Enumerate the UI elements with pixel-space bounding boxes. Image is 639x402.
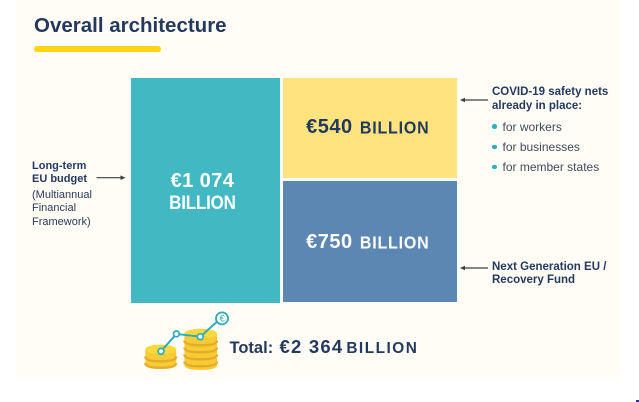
svg-text:€: € xyxy=(219,314,225,325)
